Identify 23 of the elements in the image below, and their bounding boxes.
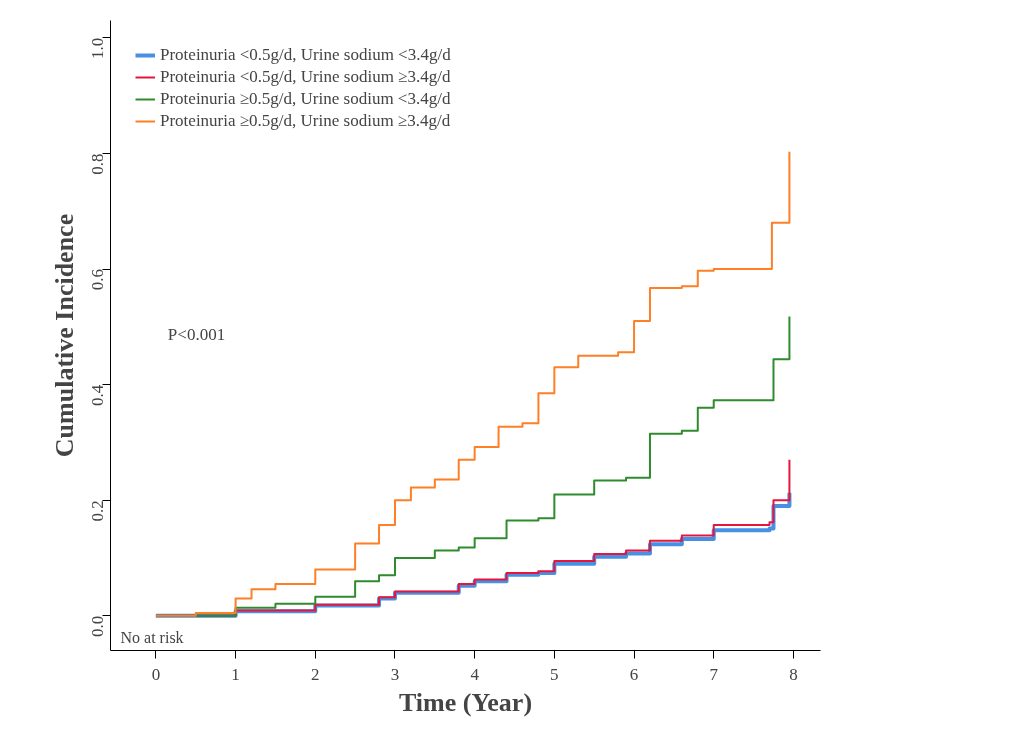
y-tick-label: 0.8 [88,153,107,175]
y-tick-label: 1.0 [88,37,107,60]
x-tick-label: 7 [709,664,719,684]
x-tick-label: 4 [470,664,480,684]
x-tick-label: 8 [789,664,798,684]
y-tick-label: 0.0 [88,615,107,638]
legend-label: Proteinuria <0.5g/d, Urine sodium ≥3.4g/d [160,67,451,87]
y-axis-title: Cumulative Incidence [49,213,79,458]
legend-label: Proteinuria <0.5g/d, Urine sodium <3.4g/d [160,45,451,65]
annotation: P<0.001 [167,325,226,345]
y-tick-label: 0.6 [88,269,107,291]
x-axis-title: Time (Year) [398,687,533,717]
x-tick-label: 0 [151,664,161,684]
x-tick-label: 5 [550,664,559,684]
x-tick-label: 1 [231,664,240,684]
legend-label: Proteinuria ≥0.5g/d, Urine sodium <3.4g/d [160,89,451,109]
annotation: No at risk [120,628,184,646]
legend-label: Proteinuria ≥0.5g/d, Urine sodium ≥3.4g/d [160,111,451,131]
y-tick-label: 0.2 [88,500,107,522]
y-tick-label: 0.4 [88,384,107,406]
x-tick-label: 6 [629,664,639,684]
x-tick-label: 3 [390,664,400,684]
x-tick-label: 2 [311,664,320,684]
